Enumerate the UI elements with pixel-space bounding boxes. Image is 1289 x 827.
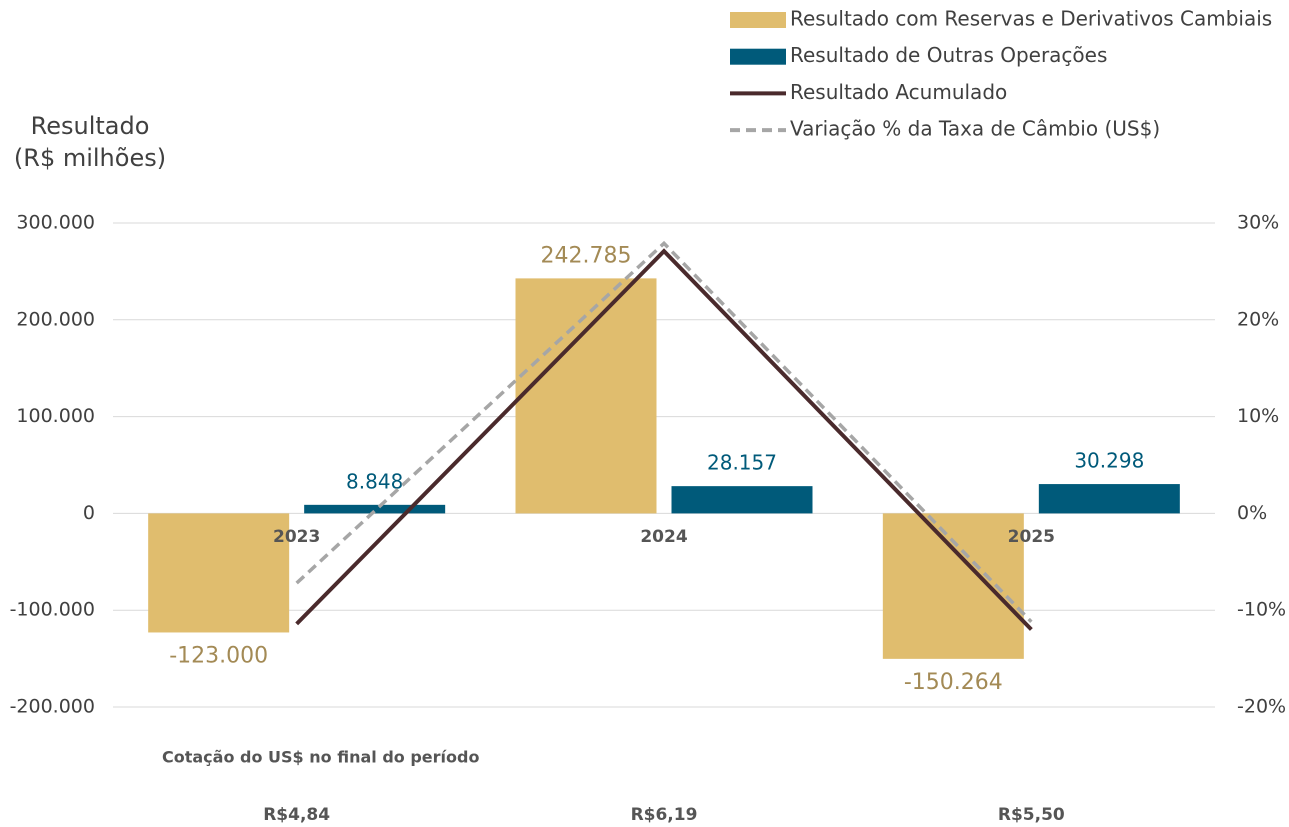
y-tick-label: 200.000 — [16, 308, 95, 330]
y-tick-label: -200.000 — [10, 696, 95, 718]
line — [295, 240, 1033, 624]
bar — [882, 513, 1024, 659]
x-tick-label: 2025 — [1008, 527, 1055, 547]
y2-tick-label: 30% — [1237, 212, 1279, 234]
y-axis-title: Resultado — [31, 112, 150, 140]
y-tick-label: -100.000 — [10, 599, 95, 621]
bar — [148, 513, 290, 633]
data-label: 8.848 — [346, 469, 403, 493]
y2-tick-label: 0% — [1237, 502, 1267, 524]
data-label: -150.264 — [904, 670, 1003, 695]
data-label: 242.785 — [541, 243, 632, 268]
fx-rate: R$5,50 — [998, 805, 1065, 825]
fx-rate: R$6,19 — [631, 805, 698, 825]
y2-tick-label: -10% — [1237, 599, 1286, 621]
fx-title: Cotação do US$ no final do período — [162, 748, 479, 767]
y-tick-label: 0 — [83, 502, 95, 524]
y2-tick-label: 20% — [1237, 308, 1279, 330]
legend-swatch — [730, 48, 786, 65]
data-label: -123.000 — [169, 643, 268, 668]
bar — [515, 278, 657, 514]
bar — [671, 486, 813, 514]
x-tick-label: 2024 — [640, 527, 687, 547]
y-tick-label: 100.000 — [16, 405, 95, 427]
legend-swatch — [730, 12, 786, 28]
data-label: 30.298 — [1074, 449, 1144, 473]
y2-tick-label: -20% — [1237, 696, 1286, 718]
fx-rate: R$4,84 — [263, 805, 330, 825]
data-label: 28.157 — [707, 451, 777, 475]
legend-label: Resultado de Outras Operações — [790, 43, 1107, 67]
line — [295, 248, 1033, 631]
legend-label: Variação % da Taxa de Câmbio (US$) — [790, 117, 1160, 141]
x-tick-label: 2023 — [273, 527, 320, 547]
legend-label: Resultado com Reservas e Derivativos Cam… — [790, 7, 1272, 31]
bar — [304, 504, 446, 514]
bar — [1038, 484, 1180, 514]
y2-tick-label: 10% — [1237, 405, 1279, 427]
y-axis-title: (R$ milhões) — [14, 144, 166, 172]
legend-label: Resultado Acumulado — [790, 80, 1007, 104]
y-tick-label: 300.000 — [16, 212, 95, 234]
